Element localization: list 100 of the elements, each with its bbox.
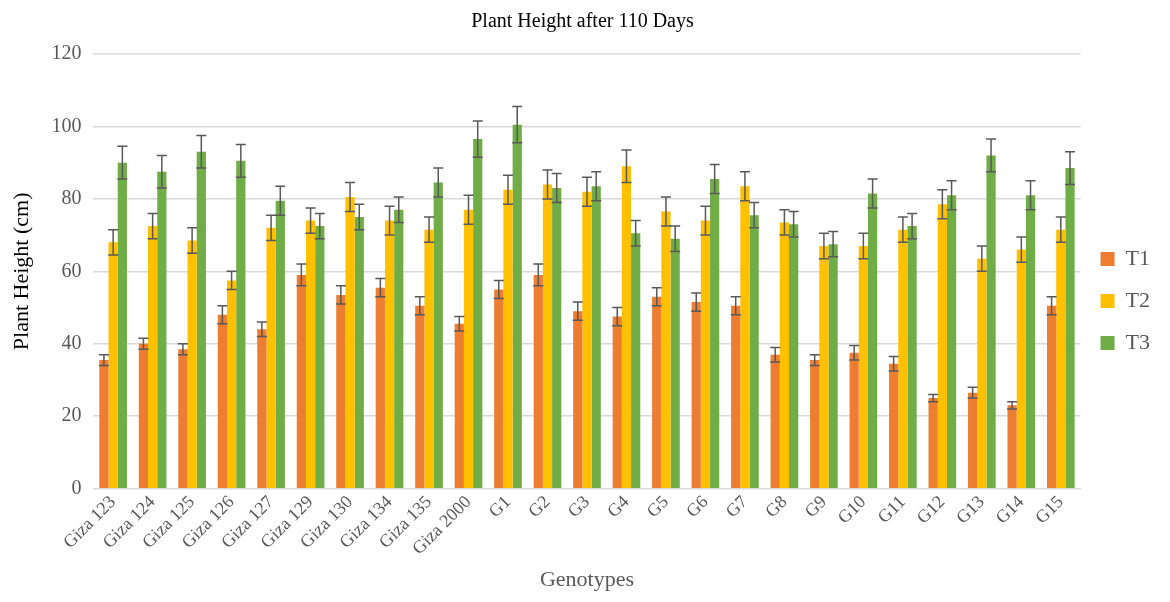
bar [187, 240, 197, 488]
bar [148, 226, 158, 488]
bar [454, 323, 464, 488]
bar [275, 200, 285, 488]
y-tick-label: 40 [61, 331, 82, 354]
bar [257, 329, 267, 488]
x-tick-label: G13 [951, 491, 989, 528]
bar [740, 186, 750, 488]
bar [1025, 195, 1036, 488]
bar [305, 220, 316, 488]
bar [819, 245, 829, 488]
bar [108, 242, 118, 488]
bar [266, 227, 276, 488]
bar [512, 124, 522, 488]
bar [573, 311, 583, 488]
bar [552, 188, 562, 488]
bar [889, 363, 899, 488]
x-tick-label: G15 [1030, 491, 1067, 528]
bar [582, 191, 592, 488]
x-tick-label: G14 [991, 491, 1028, 528]
x-tick-label: G7 [721, 491, 752, 522]
bar [661, 211, 671, 488]
bar [157, 171, 167, 488]
y-tick-label: 20 [61, 403, 82, 426]
x-tick-label: G4 [602, 491, 633, 522]
bar [236, 160, 246, 488]
bar [336, 294, 346, 488]
bar [946, 195, 957, 488]
bar [1007, 405, 1017, 488]
bar [117, 162, 127, 488]
bar [937, 204, 947, 488]
bar [770, 354, 780, 488]
bar [670, 238, 680, 488]
bar [1065, 168, 1075, 488]
bar [789, 224, 799, 488]
bar [652, 296, 662, 488]
bar [631, 233, 641, 488]
y-tick-label: 80 [61, 186, 82, 209]
bar [700, 220, 711, 488]
bar [296, 274, 306, 488]
y-axis-title: Plant Height (cm) [7, 192, 33, 351]
bar [907, 226, 917, 488]
bar [384, 220, 395, 488]
bar [749, 215, 759, 488]
legend-label: T1 [1125, 244, 1151, 270]
bar [612, 316, 622, 488]
bar [731, 305, 741, 488]
bar [433, 182, 443, 488]
bar [178, 349, 188, 488]
bar [415, 305, 425, 488]
legend-label: T3 [1125, 328, 1151, 354]
bar [138, 343, 149, 488]
bar [473, 139, 483, 488]
bar [375, 287, 385, 488]
bar [494, 289, 504, 488]
bar [591, 186, 601, 488]
bar [345, 197, 355, 488]
bar [533, 274, 543, 488]
bar [928, 398, 938, 488]
x-tick-label: G3 [563, 491, 594, 522]
bar [968, 392, 978, 488]
bar [463, 209, 474, 488]
bar [691, 302, 701, 488]
x-tick-label: G10 [833, 491, 870, 528]
bar [503, 189, 513, 488]
y-tick-label: 120 [51, 41, 82, 64]
bar [867, 193, 878, 488]
bar [1016, 249, 1026, 488]
bar [898, 229, 908, 488]
x-tick-label: G12 [912, 491, 949, 528]
bar [99, 360, 109, 488]
x-tick-label: G11 [873, 491, 910, 527]
bar [828, 244, 838, 488]
x-tick-label: G2 [523, 491, 554, 522]
bar [196, 151, 206, 488]
bar [779, 222, 790, 488]
x-tick-label: G6 [681, 491, 712, 522]
chart-title: Plant Height after 110 Days [471, 9, 694, 33]
bar [858, 245, 868, 488]
x-axis-title: Genotypes [539, 565, 635, 591]
x-tick-label: G1 [484, 491, 515, 522]
y-tick-label: 100 [51, 113, 82, 136]
x-tick-label: G9 [800, 491, 831, 522]
bar [354, 217, 364, 488]
y-tick-label: 60 [61, 258, 82, 281]
bar [849, 352, 859, 488]
bar [621, 166, 632, 488]
bar [315, 226, 325, 488]
bar [1047, 305, 1057, 488]
legend-label: T2 [1125, 286, 1151, 312]
bar [977, 258, 987, 488]
x-tick-label: G5 [642, 491, 673, 522]
x-tick-label: G8 [760, 491, 791, 522]
y-tick-label: 0 [71, 475, 82, 498]
bar [424, 229, 434, 488]
bar [394, 209, 404, 488]
bar [542, 184, 553, 488]
bar [986, 155, 996, 488]
bar [710, 178, 720, 488]
bar [1056, 229, 1066, 488]
